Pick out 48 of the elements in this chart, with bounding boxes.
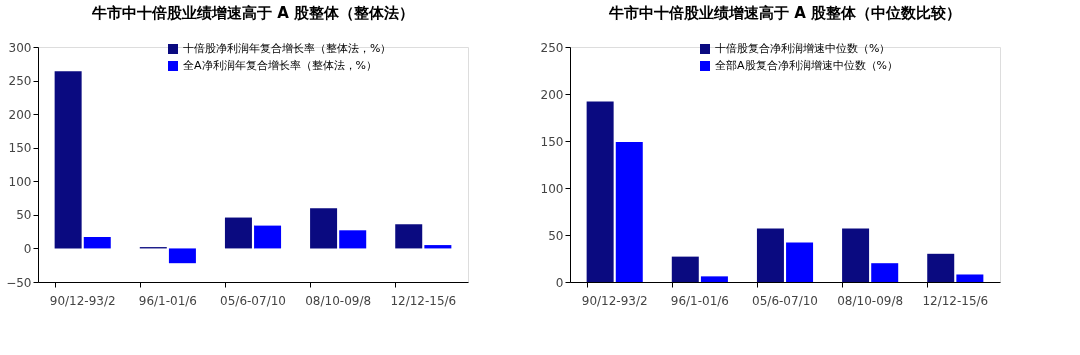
- y-tick-label: 100: [8, 174, 32, 189]
- bar: [956, 274, 984, 282]
- y-tick-label: 0: [23, 241, 32, 256]
- bar: [615, 141, 643, 282]
- legend-label: 全A净利润年复合增长率（整体法，%）: [183, 59, 377, 72]
- y-tick-label: 150: [8, 141, 32, 156]
- legend-label: 十倍股复合净利润增速中位数（%）: [715, 42, 891, 55]
- bar: [927, 253, 955, 282]
- y-tick-label: 50: [16, 208, 32, 223]
- y-tick-label: 250: [8, 74, 32, 89]
- legend-label: 全部A股复合净利润增速中位数（%）: [715, 59, 898, 72]
- x-tick-label: 05/6-07/10: [220, 293, 286, 308]
- bar: [83, 237, 111, 249]
- x-tick-label: 90/12-93/2: [581, 293, 648, 308]
- bar: [224, 217, 252, 249]
- x-tick-label: 90/12-93/2: [49, 293, 116, 308]
- bar: [339, 230, 367, 249]
- x-tick-label: 12/12-15/6: [390, 293, 457, 308]
- x-tick-label: 12/12-15/6: [922, 293, 989, 308]
- bar: [671, 256, 699, 282]
- y-tick-label: −50: [6, 275, 32, 290]
- bar: [254, 225, 282, 249]
- bar: [756, 228, 784, 282]
- chart-title: 牛市中十倍股业绩增速高于 A 股整体（整体法）: [90, 4, 415, 22]
- y-tick-label: 300: [8, 40, 32, 55]
- bar: [395, 224, 423, 249]
- y-tick-label: 200: [540, 87, 564, 102]
- x-tick-label: 96/1-01/6: [138, 293, 197, 308]
- y-tick-label: 250: [540, 40, 564, 55]
- bar: [54, 71, 82, 249]
- y-tick-label: 50: [548, 228, 564, 243]
- bar: [786, 242, 814, 282]
- bar: [586, 101, 614, 282]
- x-tick-label: 08/10-09/8: [837, 293, 904, 308]
- bar: [310, 208, 338, 249]
- y-tick-label: 150: [540, 134, 564, 149]
- y-tick-label: 200: [8, 107, 32, 122]
- y-tick-label: 100: [540, 181, 564, 196]
- x-tick-label: 96/1-01/6: [670, 293, 729, 308]
- bar: [700, 276, 728, 282]
- bar: [871, 263, 899, 282]
- bar: [842, 228, 870, 282]
- chart-title: 牛市中十倍股业绩增速高于 A 股整体（中位数比较）: [607, 4, 962, 22]
- x-tick-label: 05/6-07/10: [752, 293, 818, 308]
- bar: [168, 248, 196, 264]
- y-tick-label: 0: [555, 275, 564, 290]
- x-tick-label: 08/10-09/8: [305, 293, 372, 308]
- legend-label: 十倍股净利润年复合增长率（整体法，%）: [183, 42, 392, 55]
